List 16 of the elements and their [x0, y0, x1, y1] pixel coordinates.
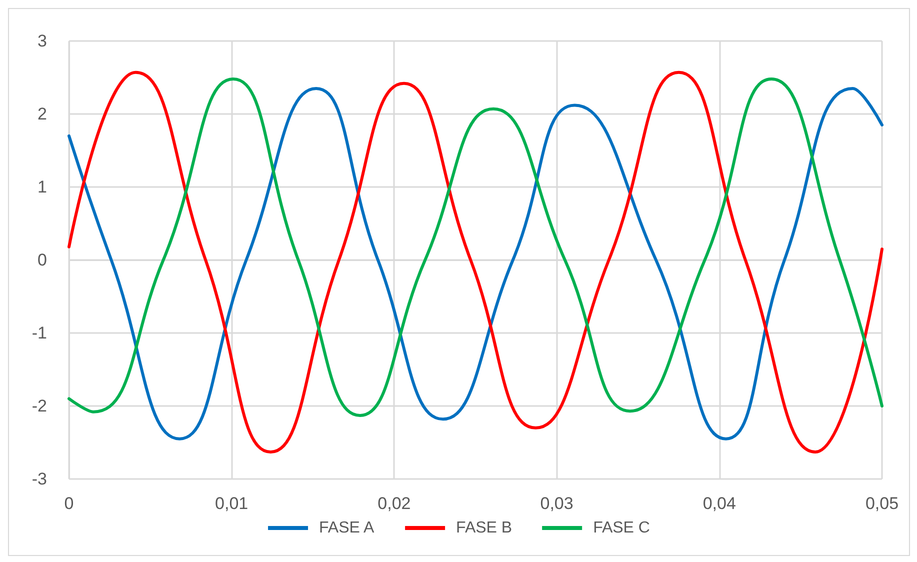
x-tick-label: 0,01 — [215, 494, 248, 513]
y-tick-label: -2 — [32, 396, 47, 416]
x-tick-label: 0,03 — [540, 494, 574, 513]
y-tick-label: 3 — [38, 32, 47, 50]
x-tick-label: 0,02 — [378, 494, 411, 513]
legend-label: FASE B — [456, 520, 512, 536]
y-tick-label: 1 — [38, 178, 47, 196]
y-tick-label: 0 — [38, 250, 47, 270]
y-tick-label: -3 — [32, 470, 47, 488]
legend-label: FASE A — [319, 520, 374, 536]
y-tick-label: -1 — [32, 324, 47, 342]
y-tick-label: 2 — [38, 104, 47, 124]
x-tick-label: 0,05 — [865, 494, 899, 513]
x-tick-label: 0 — [64, 494, 74, 513]
x-tick-label: 0,04 — [702, 494, 736, 513]
legend-label: FASE C — [593, 520, 650, 536]
